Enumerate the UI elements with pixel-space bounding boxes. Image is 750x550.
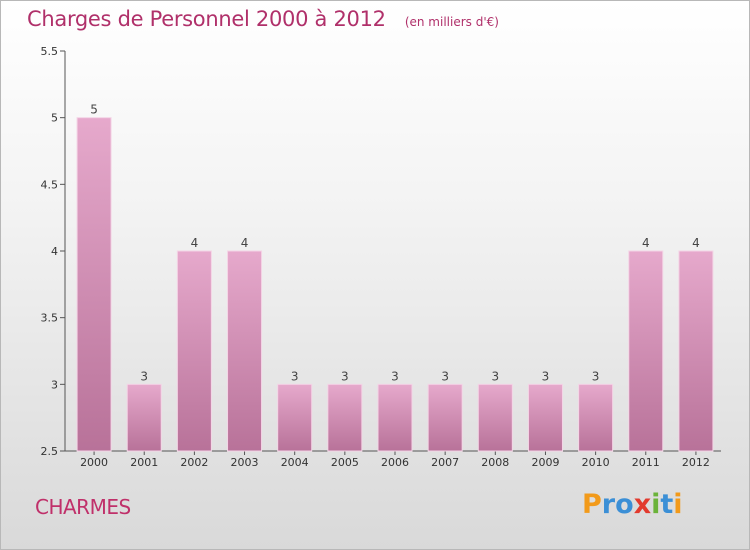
data-label-2011: 4 [642, 236, 650, 250]
bar-2007 [427, 383, 463, 452]
logo-letter: i [673, 489, 683, 520]
logo-letter: r [601, 489, 616, 520]
data-label-2006: 3 [391, 369, 399, 383]
x-tick-label-2010: 2010 [582, 456, 610, 469]
x-tick-label-2007: 2007 [431, 456, 459, 469]
y-tick-label: 2.5 [41, 445, 59, 458]
data-label-2008: 3 [491, 369, 499, 383]
x-tick-label-2006: 2006 [381, 456, 409, 469]
x-tick-label-2003: 2003 [231, 456, 259, 469]
bar-2012 [678, 250, 714, 452]
data-label-2000: 5 [90, 103, 98, 117]
bar-2008 [477, 383, 513, 452]
bar-2000 [76, 117, 112, 452]
x-tick-label-2004: 2004 [281, 456, 309, 469]
data-label-2012: 4 [692, 236, 700, 250]
bar-2003 [227, 250, 263, 452]
x-tick-label-2009: 2009 [531, 456, 559, 469]
data-label-2007: 3 [441, 369, 449, 383]
chart-title: Charges de Personnel 2000 à 2012 [27, 7, 386, 31]
bar-2009 [527, 383, 563, 452]
y-tick-label: 4 [51, 245, 58, 258]
logo-letter: t [660, 489, 674, 520]
y-tick-label: 5.5 [41, 45, 59, 58]
x-tick-label-2012: 2012 [682, 456, 710, 469]
x-tick-label-2000: 2000 [80, 456, 108, 469]
bar-2001 [126, 383, 162, 452]
logo-letter: x [633, 489, 652, 520]
bar-2005 [327, 383, 363, 452]
y-tick-label: 4.5 [41, 178, 59, 191]
x-tick-label-2008: 2008 [481, 456, 509, 469]
bar-2002 [176, 250, 212, 452]
chart-subtitle: (en milliers d'€) [404, 15, 499, 29]
data-label-2003: 4 [241, 236, 249, 250]
data-label-2002: 4 [191, 236, 199, 250]
labels: 2.5 3 3.5 4 4.5 5 5.5 2000 5 2001 3 2002 4 2003 4 2004 3… [41, 45, 710, 469]
logo-letter: i [651, 489, 661, 520]
data-label-2010: 3 [592, 369, 600, 383]
bar-2010 [578, 383, 614, 452]
data-label-2005: 3 [341, 369, 349, 383]
logo-letter: o [615, 489, 634, 520]
y-tick-label: 3 [51, 378, 58, 391]
logo-letter: P [582, 489, 602, 520]
x-tick-label-2005: 2005 [331, 456, 359, 469]
title-row: Charges de Personnel 2000 à 2012 (en mil… [27, 7, 499, 31]
y-tick-label: 3.5 [41, 312, 59, 325]
bar-2004 [277, 383, 313, 452]
bar-2006 [377, 383, 413, 452]
commune-name: CHARMES [35, 495, 131, 519]
data-label-2001: 3 [140, 369, 148, 383]
x-tick-label-2011: 2011 [632, 456, 660, 469]
bars [76, 117, 714, 452]
x-tick-label-2002: 2002 [180, 456, 208, 469]
proxiti-logo: Proxiti [582, 489, 683, 520]
x-tick-label-2001: 2001 [130, 456, 158, 469]
bar-2011 [628, 250, 664, 452]
y-tick-label: 5 [51, 112, 58, 125]
data-label-2004: 3 [291, 369, 299, 383]
data-label-2009: 3 [542, 369, 550, 383]
